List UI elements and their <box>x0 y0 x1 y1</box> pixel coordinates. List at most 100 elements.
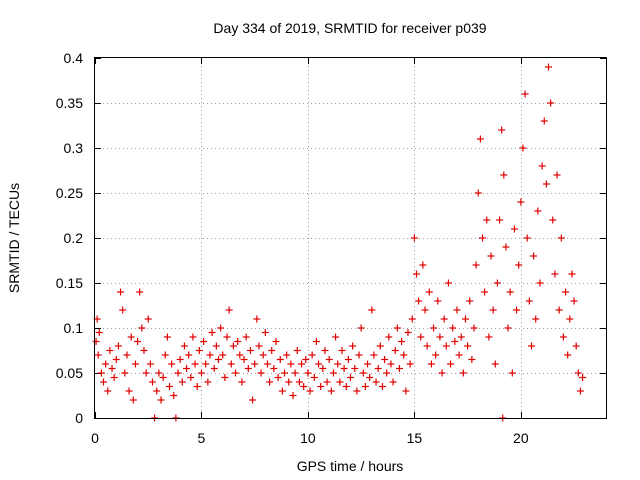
data-point <box>134 338 142 345</box>
data-point <box>408 315 416 323</box>
data-point <box>123 351 131 359</box>
data-point <box>259 351 267 359</box>
data-point <box>376 342 384 350</box>
data-point <box>270 365 278 372</box>
data-point <box>197 369 205 377</box>
data-point <box>144 315 152 323</box>
data-point <box>240 356 248 363</box>
data-point <box>383 369 391 377</box>
data-point <box>479 234 487 242</box>
data-point <box>436 333 444 341</box>
data-point <box>470 324 478 332</box>
data-point <box>176 356 184 363</box>
data-point <box>474 189 482 197</box>
data-point <box>553 171 561 179</box>
data-point <box>153 387 161 395</box>
data-point <box>193 383 201 390</box>
data-point <box>466 297 474 305</box>
data-point <box>170 392 178 399</box>
data-point <box>357 324 365 332</box>
data-point <box>413 270 421 278</box>
data-point <box>280 369 288 377</box>
data-point <box>406 360 414 368</box>
data-point <box>119 306 127 314</box>
data-point <box>347 374 354 381</box>
data-point <box>442 342 450 350</box>
data-point <box>481 288 489 296</box>
y-tick-label: 0.2 <box>64 230 84 246</box>
y-tick-label: 0.1 <box>64 320 84 336</box>
data-point <box>421 306 429 314</box>
data-point <box>487 252 495 260</box>
data-point <box>579 374 587 381</box>
data-point <box>161 351 169 359</box>
data-point <box>166 383 174 390</box>
data-point <box>274 374 282 381</box>
data-point <box>366 374 374 381</box>
data-point <box>419 261 427 269</box>
x-tick-label: 20 <box>513 430 529 446</box>
data-point <box>485 333 493 341</box>
x-tick-label: 15 <box>407 430 423 446</box>
data-point <box>351 365 359 372</box>
data-point <box>100 378 108 386</box>
data-point <box>517 198 525 206</box>
data-point <box>361 383 369 390</box>
y-axis-tick-labels: 0 0.05 0.1 0.15 0.2 0.25 0.3 0.35 0.4 <box>56 50 83 426</box>
data-point <box>438 369 446 377</box>
data-point <box>378 383 386 390</box>
data-point <box>223 333 231 341</box>
x-tick-label: 5 <box>198 430 206 446</box>
data-point <box>263 360 271 368</box>
data-point <box>293 347 301 354</box>
data-point <box>468 356 476 363</box>
data-point <box>374 365 382 372</box>
plot-frame <box>94 57 607 419</box>
y-tick-label: 0 <box>75 410 83 426</box>
y-tick-label: 0.3 <box>64 140 84 156</box>
data-point <box>364 360 372 368</box>
data-point <box>183 365 191 372</box>
data-point <box>94 351 102 359</box>
data-point <box>572 342 580 350</box>
data-point <box>142 369 150 377</box>
data-point <box>359 369 367 377</box>
data-point <box>315 360 323 368</box>
data-point <box>372 378 380 386</box>
data-point <box>129 396 137 404</box>
y-tick-label: 0.05 <box>56 365 83 381</box>
data-point <box>559 333 567 341</box>
data-point <box>225 306 233 314</box>
y-tick-label: 0.15 <box>56 275 83 291</box>
data-point <box>146 360 154 368</box>
data-point <box>395 365 403 372</box>
y-axis-label: SRMTID / TECUs <box>6 183 22 293</box>
data-point <box>515 261 523 269</box>
data-point <box>289 392 297 399</box>
data-point <box>447 360 455 368</box>
data-point <box>92 338 100 345</box>
data-point <box>510 225 518 233</box>
data-point <box>534 207 542 215</box>
data-point <box>527 342 535 350</box>
data-point <box>261 329 269 336</box>
data-point <box>102 360 110 368</box>
data-point <box>242 333 250 341</box>
data-point <box>387 360 395 368</box>
data-point <box>455 351 463 359</box>
data-point <box>210 365 218 372</box>
data-point <box>538 162 546 170</box>
y-tick-label: 0.25 <box>56 185 83 201</box>
data-point <box>114 342 122 350</box>
data-point <box>461 315 469 323</box>
data-point <box>381 356 389 363</box>
data-point <box>532 315 540 323</box>
data-point <box>353 387 361 395</box>
data-point <box>574 369 582 377</box>
data-point <box>489 306 497 314</box>
data-point <box>540 117 548 125</box>
data-point <box>125 387 133 395</box>
data-point <box>178 378 186 386</box>
data-point <box>493 279 501 287</box>
